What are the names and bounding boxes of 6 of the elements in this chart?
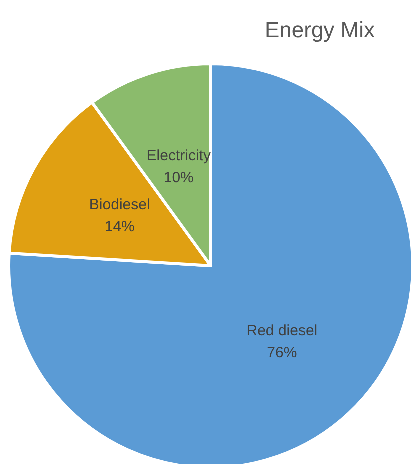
data-label: 10% bbox=[164, 170, 194, 187]
slice-label: Biodiesel bbox=[89, 196, 150, 214]
slice-label: Red diesel bbox=[246, 322, 318, 340]
chart-title: Energy Mix bbox=[264, 18, 376, 42]
data-label: 14% bbox=[104, 218, 135, 236]
data-label: 76% bbox=[267, 344, 298, 362]
